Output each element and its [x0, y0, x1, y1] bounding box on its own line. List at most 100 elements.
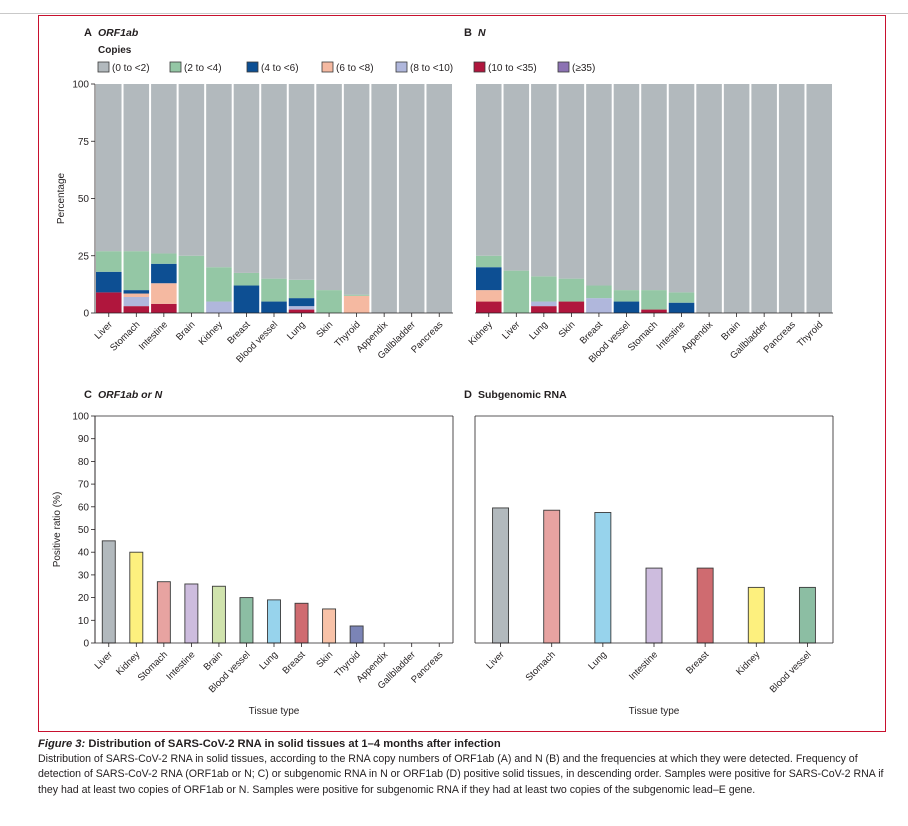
panel-b-bar-thyroid-0-to-2 — [806, 84, 832, 313]
panel-c-bar-kidney — [129, 551, 144, 644]
panel-a-bar-kidney-8-to-10 — [206, 301, 232, 313]
panel-b-bar-appendix-0-to-2 — [696, 84, 722, 313]
panel-a-bar-thyroid-6-to-8 — [343, 295, 370, 313]
panel-a-y-tick-label-0: 0 — [83, 309, 89, 320]
panel-b-bar-stomach-2-to-4 — [641, 290, 667, 310]
panel-a-y-tick-label-25: 25 — [78, 251, 90, 262]
legend-swatch-2-to-4 — [169, 61, 182, 73]
panel-b-bar-liver-2-to-4 — [503, 270, 530, 313]
panel-d-x-label-intestine: Intestine — [627, 649, 660, 682]
panel-a-bar-skin-0-to-2 — [316, 84, 342, 291]
panel-b-bar-liver-0-to-2 — [503, 84, 530, 271]
panel-c-x-label-stomach: Stomach — [136, 649, 170, 683]
panel-b-bar-kidney-2-to-4 — [476, 255, 502, 268]
panel-b-bar-lung-8-to-10 — [531, 301, 557, 307]
panel-c-y-tick-label-70: 70 — [78, 480, 90, 491]
panel-b-bar-breast-2-to-4 — [586, 285, 612, 299]
panel-b-bar-pancreas-0-to-2 — [778, 84, 805, 313]
panel-b-bar-kidney-4-to-6 — [476, 267, 502, 291]
panel-d-x-label-breast: Breast — [684, 649, 711, 676]
panel-a-x-label-kidney: Kidney — [197, 319, 225, 347]
panel-d-letter: D — [464, 389, 472, 401]
panel-a-bar-lung-0-to-2 — [288, 84, 315, 280]
panel-c-y-tick-label-60: 60 — [78, 502, 90, 513]
panel-d-x-label-kidney: Kidney — [734, 649, 762, 677]
panel-c-y-axis-title: Positive ratio (%) — [52, 492, 63, 568]
panel-d-bar-stomach — [543, 509, 561, 644]
panel-a-bar-skin-2-to-4 — [316, 290, 342, 313]
panel-d-bar-kidney — [747, 586, 765, 644]
panel-a-title: ORF1ab — [98, 27, 139, 39]
panel-c-x-label-brain: Brain — [202, 649, 225, 672]
panel-a-x-label-lung: Lung — [285, 319, 308, 342]
panel-b-title: N — [478, 27, 486, 39]
panel-c-y-tick-label-50: 50 — [78, 525, 90, 536]
panel-d-x-axis-title: Tissue type — [629, 706, 680, 717]
panel-a-bar-stomach-2-to-4 — [123, 251, 150, 291]
panel-b-x-label-liver: Liver — [500, 319, 522, 341]
panel-c-y-tick-label-80: 80 — [78, 457, 90, 468]
panel-b-bar-lung-2-to-4 — [531, 276, 557, 302]
panel-a-bar-breast-4-to-6 — [233, 285, 260, 313]
panel-a-x-label-stomach: Stomach — [108, 319, 142, 353]
panel-a-x-label-intestine: Intestine — [137, 319, 170, 352]
panel-c-x-label-liver: Liver — [93, 649, 115, 671]
panel-a-bar-stomach-8-to-10 — [123, 296, 150, 307]
panel-c-bar-brain — [211, 585, 226, 644]
panel-a-bar-stomach-0-to-2 — [123, 84, 150, 252]
panel-b-x-label-brain: Brain — [719, 319, 742, 342]
panel-c-bar-liver — [101, 540, 116, 644]
panel-a-bar-breast-2-to-4 — [233, 272, 260, 286]
panel-c-letter: C — [84, 389, 92, 401]
figure-frame — [38, 15, 886, 732]
legend-label-0-to-2: (0 to <2) — [112, 63, 150, 74]
panel-d-title: Subgenomic RNA — [478, 389, 567, 401]
panel-a-bar-kidney-2-to-4 — [206, 267, 232, 302]
panel-a-bar-pancreas-0-to-2 — [426, 84, 452, 313]
panel-d-x-label-stomach: Stomach — [524, 649, 558, 683]
panel-a-bar-intestine-2-to-4 — [151, 253, 177, 264]
panel-d-bar-intestine — [645, 567, 663, 644]
legend-title: Copies — [98, 45, 132, 56]
panel-b-bar-skin-2-to-4 — [558, 278, 585, 302]
panel-a-y-axis-title: Percentage — [56, 172, 67, 224]
caption-title: Figure 3: Distribution of SARS-CoV-2 RNA… — [38, 737, 888, 752]
panel-a-bar-liver-4-to-6 — [96, 271, 122, 293]
legend-label-35: (≥35) — [572, 63, 595, 74]
panel-d-bar-breast — [696, 567, 714, 644]
panel-a-bar-intestine-0-to-2 — [151, 84, 177, 254]
panel-d-x-label-liver: Liver — [484, 649, 506, 671]
panel-d: Liver Stomach Lung Intestine Breast Kidney Blo… — [464, 389, 834, 717]
panel-a-y-tick-label-75: 75 — [78, 137, 90, 148]
panel-a-x-label-brain: Brain — [174, 319, 197, 342]
panel-c-y-tick-label-0: 0 — [83, 639, 89, 650]
figure-caption: Figure 3: Distribution of SARS-CoV-2 RNA… — [38, 737, 888, 798]
panel-c-x-axis-title: Tissue type — [249, 706, 300, 717]
panel-a-bar-lung-4-to-6 — [288, 298, 315, 307]
panel-a-bar-blood-vessel-2-to-4 — [261, 278, 287, 302]
panel-c-x-label-intestine: Intestine — [164, 649, 197, 682]
panel-b-bar-kidney-0-to-2 — [476, 84, 502, 256]
panel-a-bar-intestine-10-to-35 — [151, 303, 177, 313]
panel-a-bar-kidney-0-to-2 — [206, 84, 232, 268]
panel-b-x-label-skin: Skin — [557, 319, 578, 340]
page-top-rule — [0, 13, 908, 14]
panel-c-y-tick-label-20: 20 — [78, 593, 90, 604]
panel-a-bar-liver-0-to-2 — [96, 84, 122, 252]
panel-a-bar-thyroid-0-to-2 — [343, 84, 370, 295]
panel-c-x-label-breast: Breast — [280, 649, 307, 676]
legend-swatch-8-to-10 — [395, 61, 408, 73]
panel-c-y-tick-label-30: 30 — [78, 570, 90, 581]
panel-c-bar-intestine — [184, 583, 199, 644]
panel-b-bar-stomach-10-to-35 — [641, 309, 667, 313]
panel-b-bar-stomach-0-to-2 — [641, 84, 667, 291]
panel-b-x-label-stomach: Stomach — [626, 319, 660, 353]
panel-c-bar-stomach — [156, 581, 171, 644]
panel-b-letter: B — [464, 27, 472, 39]
panel-c-x-label-skin: Skin — [314, 649, 335, 670]
panel-d-bar-blood-vessel — [798, 586, 816, 644]
panel-b-bar-breast-0-to-2 — [586, 84, 612, 286]
legend-label-6-to-8: (6 to <8) — [336, 63, 374, 74]
